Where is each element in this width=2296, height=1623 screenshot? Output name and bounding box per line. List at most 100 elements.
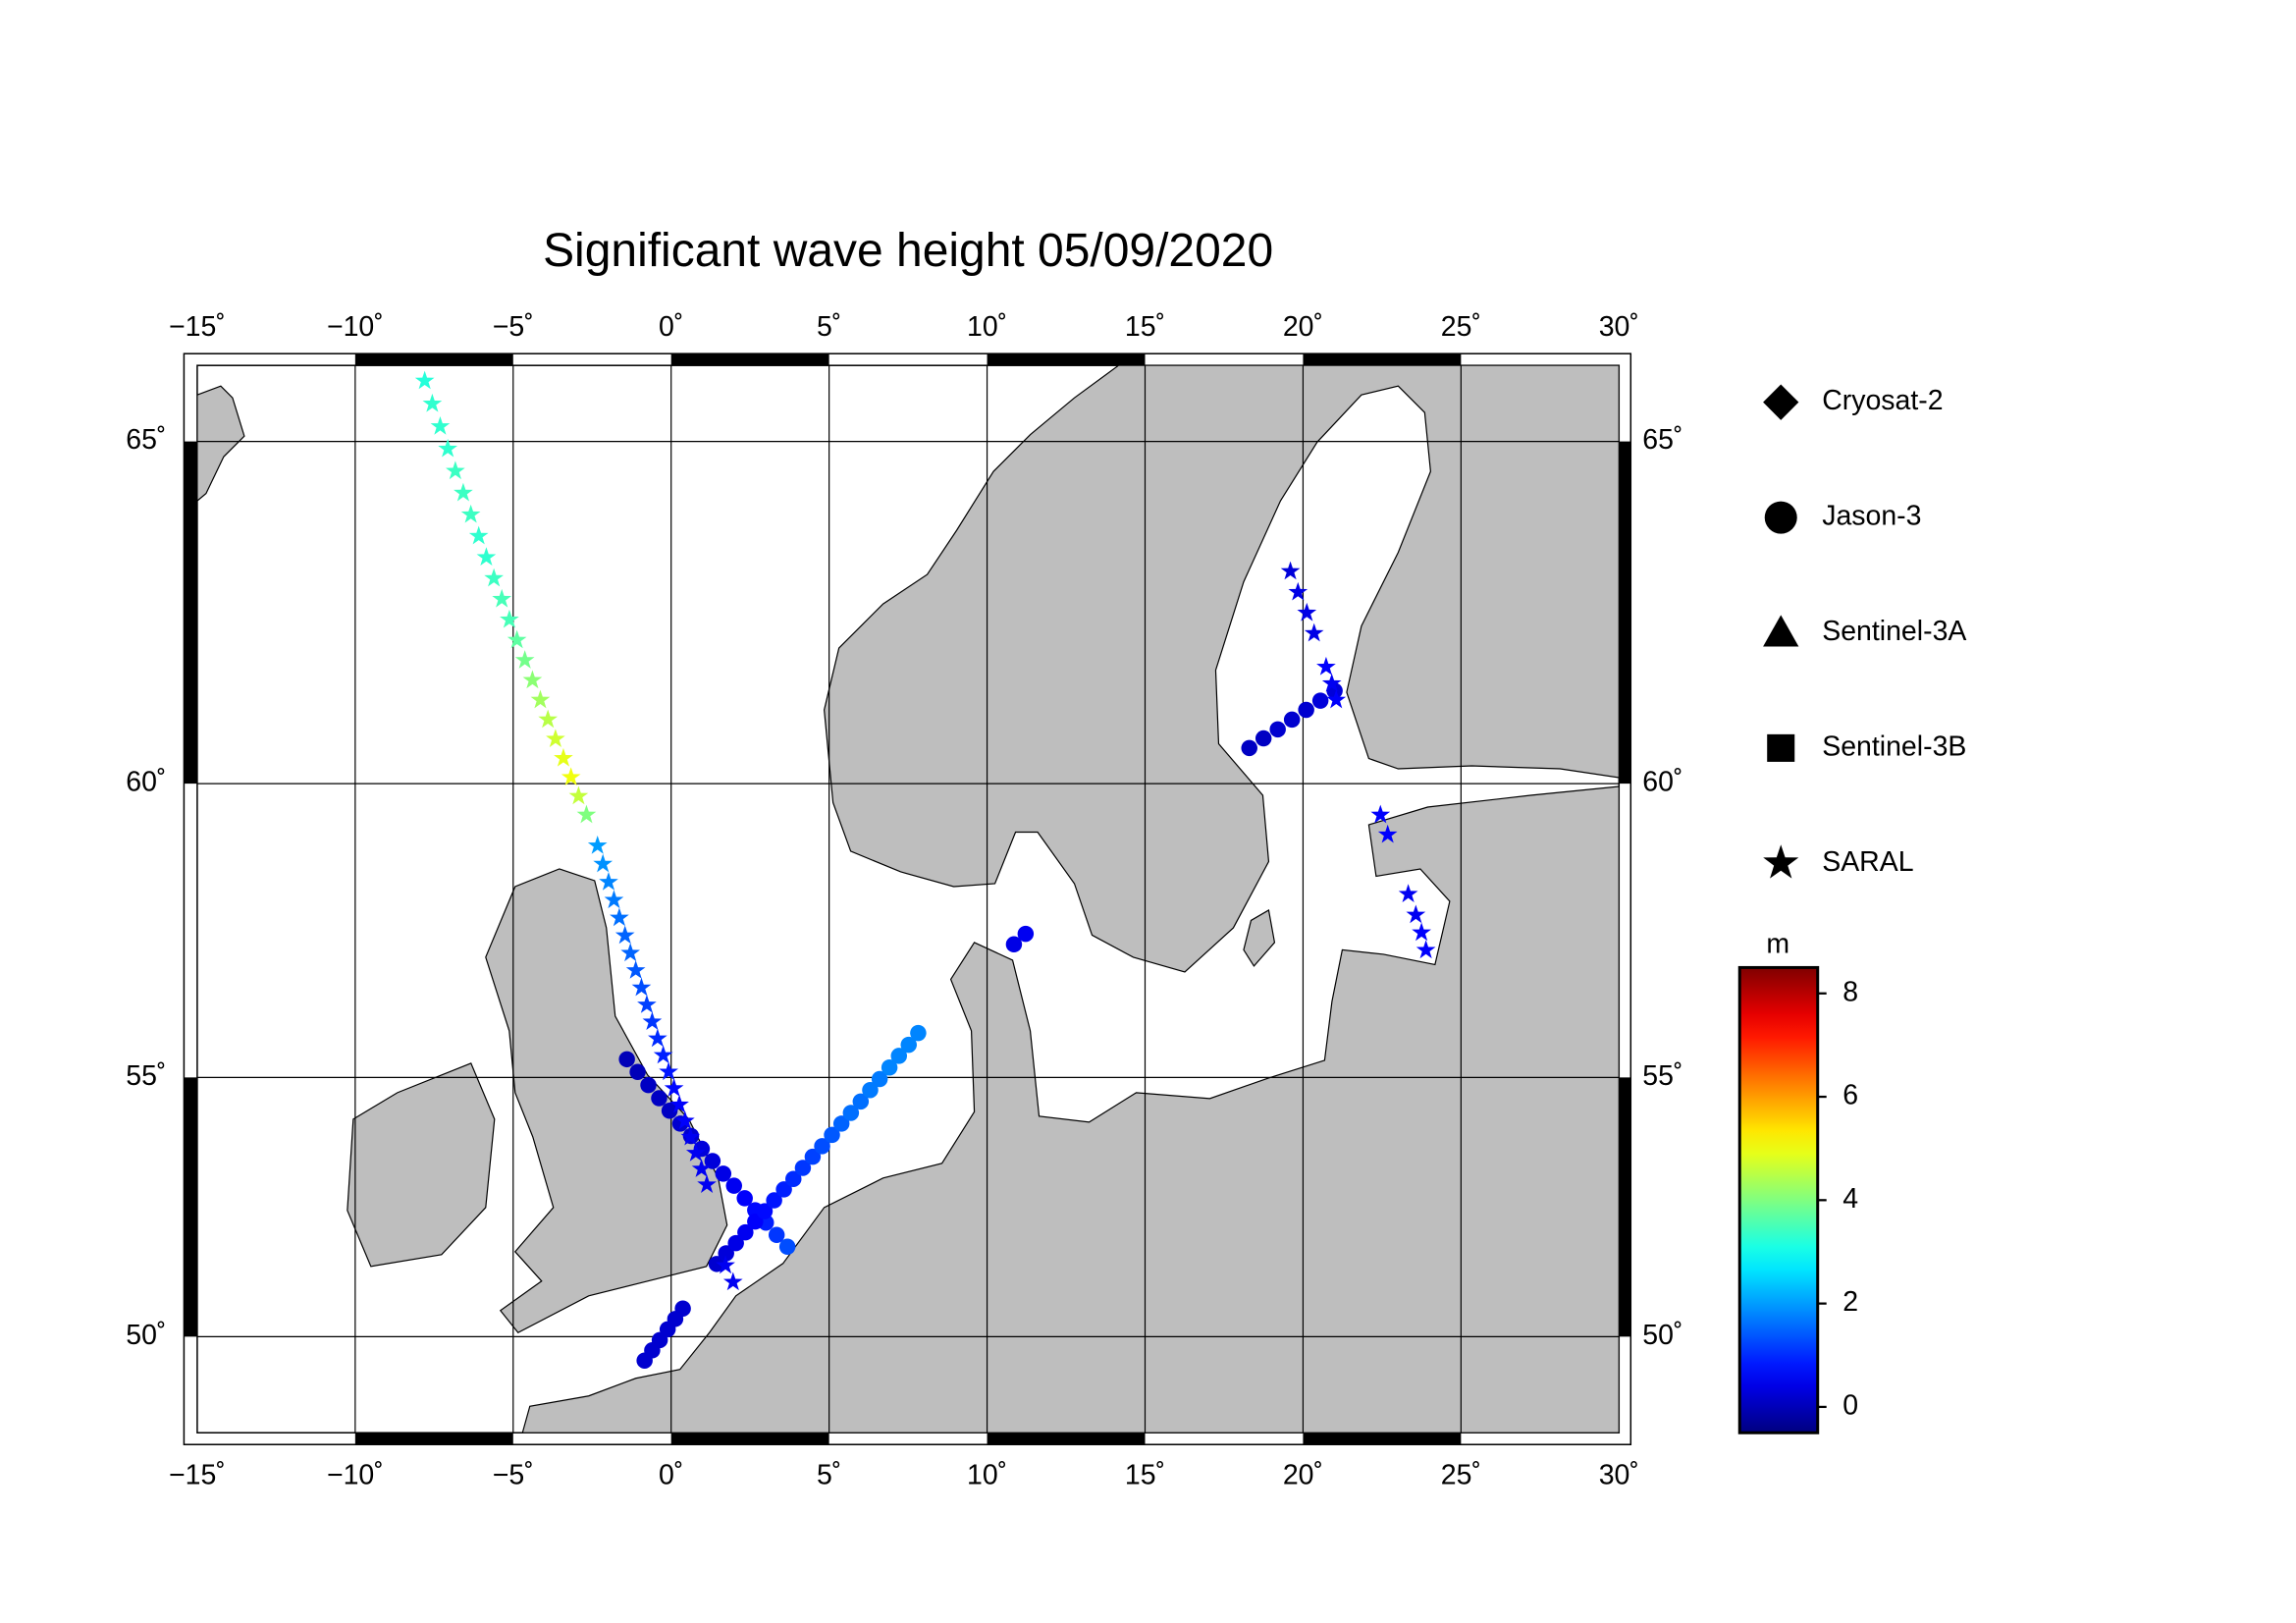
track-point [1398,884,1418,903]
track-point [1005,936,1023,953]
legend-label: Sentinel-3A [1822,616,1966,647]
grid [196,365,1620,1434]
track-point [871,1070,888,1088]
track-point [593,853,614,873]
legend-marker [1763,615,1799,647]
track-point [708,1256,725,1272]
track-point [642,1011,663,1031]
x-tick-label: 15˚ [1125,1460,1165,1491]
track-point [900,1036,917,1054]
track-point [522,670,543,689]
colorbar-tick-label: 4 [1842,1183,1858,1215]
frame-band [987,1433,1146,1445]
track-point [680,1126,701,1146]
track-point [659,1061,678,1081]
scandinavia [824,365,1620,973]
track-point [1280,561,1301,580]
x-tick-label: −10˚ [327,311,384,343]
x-tick-label: 20˚ [1283,311,1323,343]
y-tick-label: 55˚ [1642,1060,1682,1092]
y-tick-label: 65˚ [1642,424,1682,456]
track-point [862,1081,879,1099]
track-point [1288,581,1308,601]
land [196,365,1620,1434]
x-tick-label: 5˚ [817,1460,841,1491]
x-tick-label: 25˚ [1441,1460,1481,1491]
track-point [500,609,519,628]
track-point [794,1160,812,1176]
track-point [653,1045,673,1064]
x-tick-label: 15˚ [1125,311,1165,343]
track-point [631,977,652,997]
track-point [1304,622,1324,642]
frame-band [354,1433,513,1445]
legend: Cryosat-2 Jason-3 Sentinel-3A Sentinel-3B SA… [1763,384,1966,879]
frame-band [987,353,1146,366]
track-point [1017,925,1035,943]
track-point [640,1076,657,1094]
track-point [422,393,443,412]
track-point [832,1115,850,1132]
track-point [768,1226,785,1244]
x-tick-label: 0˚ [659,1460,683,1491]
great-britain [485,868,728,1334]
y-tick-label: 60˚ [1642,767,1682,798]
track-point [460,504,481,523]
legend-marker [1763,384,1799,420]
track-point [637,995,657,1013]
track-point [736,1190,753,1207]
colorbar-scale [1737,965,1820,1434]
track-point [852,1093,870,1110]
legend-marker [1763,844,1799,879]
track-point [715,1165,732,1182]
track-point [476,547,497,567]
frame-band [354,353,513,366]
x-tick-label: 25˚ [1441,311,1481,343]
track-point [804,1148,822,1165]
track-point [620,943,641,962]
y-tick-label: 60˚ [126,767,166,798]
x-tick-label: −10˚ [327,1460,384,1491]
track-point [910,1024,927,1042]
track-point [1241,739,1257,757]
track-point [414,370,435,390]
track-point [778,1238,796,1255]
track-point [756,1203,774,1219]
y-tick-label: 65˚ [126,424,166,456]
track-point [1283,711,1301,729]
track-point [890,1048,908,1064]
track-point [492,588,512,608]
x-tick-label: −15˚ [169,1460,226,1491]
x-tick-label: −5˚ [493,1460,534,1491]
colorbar: m 0 2 4 6 8 [1737,928,1858,1434]
track-point [722,1271,743,1291]
y-tick-label: 50˚ [126,1320,166,1351]
track-point [814,1138,830,1155]
track-point [430,416,451,435]
track-point [438,438,457,458]
frame-band [184,441,197,784]
frame-band [1619,1077,1631,1337]
track-point [1255,730,1272,747]
track-point [507,629,527,649]
legend-marker [1764,501,1797,534]
frame-band [184,353,1631,1445]
track-point [1406,904,1426,924]
track-point [675,1110,695,1130]
y-tick-label: 55˚ [126,1060,166,1092]
track-point [766,1192,782,1209]
track-point [824,1126,840,1144]
track-point [599,872,618,891]
track-point [685,1143,706,1162]
x-tick-label: −5˚ [493,311,534,343]
track-point [704,1153,721,1169]
track-point [554,747,573,767]
frame-band [184,1077,197,1337]
track-point [1370,804,1391,824]
track-point [618,1051,635,1068]
track-point [587,836,608,854]
track-point [661,1102,678,1119]
x-tick-label: 0˚ [659,311,683,343]
track-point [454,482,473,502]
